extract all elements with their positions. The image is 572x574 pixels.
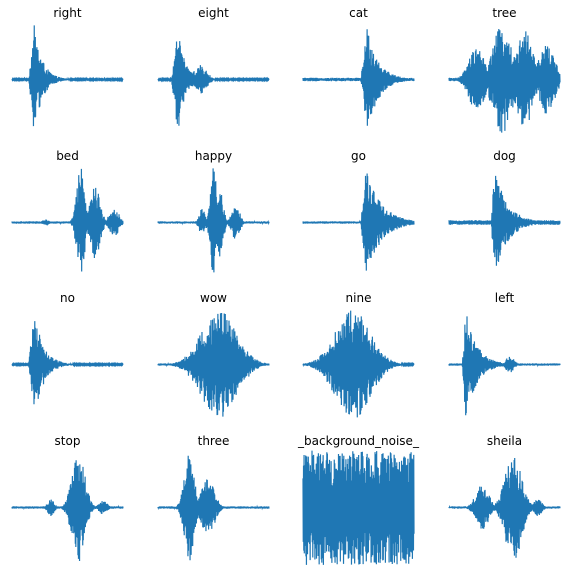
- waveform-panel-three: three: [157, 434, 270, 561]
- waveform-panel-wow: wow: [157, 291, 270, 417]
- waveform-panel-go: go: [302, 149, 415, 271]
- panel-title: eight: [198, 6, 229, 20]
- panel-title: go: [351, 149, 366, 163]
- waveform-line: [448, 458, 561, 558]
- waveform-line: [448, 28, 561, 133]
- waveform-line: [157, 168, 270, 273]
- panel-title: happy: [195, 149, 232, 163]
- waveform-panel-right: right: [11, 6, 124, 127]
- panel-title: stop: [55, 434, 81, 448]
- panel-title: left: [495, 291, 515, 305]
- panel-title: bed: [56, 149, 79, 163]
- panel-title: no: [60, 291, 75, 305]
- waveform-line: [11, 168, 124, 272]
- panel-title: three: [198, 434, 230, 448]
- waveform-panel-cat: cat: [302, 6, 415, 126]
- waveform-line: [448, 316, 561, 416]
- waveform-panel-nine: nine: [302, 291, 415, 418]
- panel-title: nine: [346, 291, 372, 305]
- waveform-line: [448, 175, 561, 266]
- panel-title: _background_noise_: [297, 434, 420, 448]
- waveform-panel-eight: eight: [157, 6, 270, 126]
- waveform-panel-sheila: sheila: [448, 434, 561, 558]
- waveform-panel-happy: happy: [157, 149, 270, 273]
- waveform-line: [157, 455, 270, 561]
- panel-title: right: [53, 6, 81, 20]
- waveform-line: [11, 25, 124, 127]
- panel-title: dog: [493, 149, 516, 163]
- waveform-panel-bed: bed: [11, 149, 124, 272]
- waveform-panel-tree: tree: [448, 6, 561, 133]
- panel-title: wow: [200, 291, 227, 305]
- waveform-line: [11, 321, 124, 405]
- waveform-panel-left: left: [448, 291, 561, 416]
- panel-title: cat: [349, 6, 368, 20]
- waveform-line: [302, 173, 415, 271]
- panel-title: sheila: [487, 434, 522, 448]
- waveform-line: [11, 460, 124, 562]
- waveform-line: [302, 29, 415, 126]
- waveform-panel-backgroundnoise: _background_noise_: [297, 434, 420, 565]
- waveform-panel-no: no: [11, 291, 124, 405]
- panel-title: tree: [492, 6, 516, 20]
- waveform-line: [157, 313, 270, 417]
- waveform-panel-dog: dog: [448, 149, 561, 266]
- waveform-line: [157, 41, 270, 126]
- waveform-line: [302, 450, 415, 565]
- waveform-line: [302, 310, 415, 418]
- waveform-panel-stop: stop: [11, 434, 124, 562]
